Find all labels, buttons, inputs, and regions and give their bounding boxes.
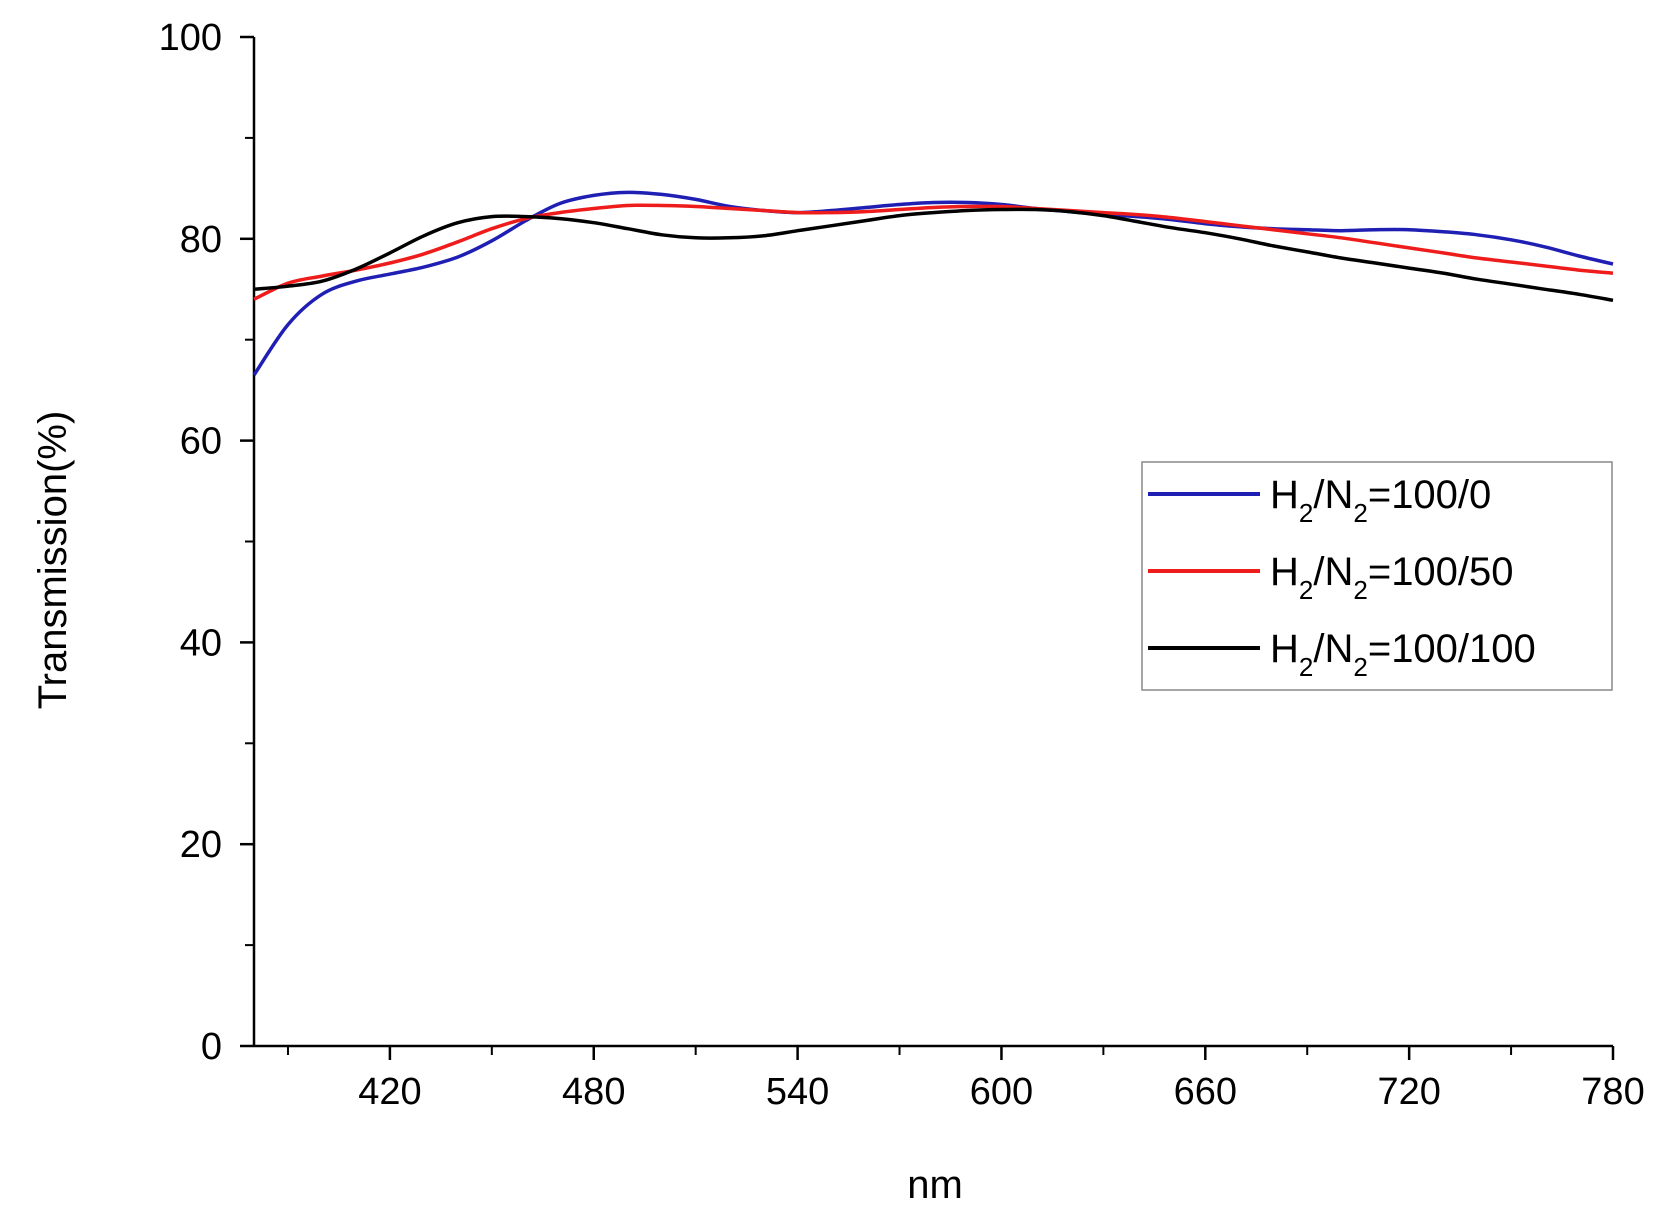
legend-box	[1141, 461, 1613, 691]
x-tick-label: 720	[1377, 1071, 1440, 1113]
y-tick-label: 20	[180, 824, 222, 866]
legend-label-3: H2/N2=100/100	[1270, 627, 1536, 682]
x-tick-label: 780	[1581, 1071, 1644, 1113]
x-tick-label: 660	[1174, 1071, 1237, 1113]
y-tick-label: 60	[180, 421, 222, 463]
x-tick-label: 480	[562, 1071, 625, 1113]
y-tick-label: 80	[180, 219, 222, 261]
x-tick-label: 600	[970, 1071, 1033, 1113]
series-line-3	[253, 207, 1614, 303]
x-tick-label: 540	[766, 1071, 829, 1113]
legend-label-2: H2/N2=100/50	[1270, 550, 1514, 605]
series-line-1	[252, 190, 1614, 376]
legend-label-1: H2/N2=100/0	[1270, 473, 1491, 528]
y-axis-title: Transmission(%)	[31, 411, 75, 710]
axes: 420 480 540 600 660 720 780 0 20 40 60 80 100	[159, 17, 1645, 1113]
x-tick-label: 420	[358, 1071, 421, 1113]
y-tick-label: 0	[201, 1026, 222, 1068]
legend: H2/N2=100/0 H2/N2=100/50 H2/N2=100/100	[1141, 461, 1613, 691]
x-axis-title: nm	[907, 1163, 963, 1207]
y-tick-label: 40	[180, 622, 222, 664]
y-tick-label: 100	[159, 17, 222, 59]
series-line-2	[253, 203, 1614, 301]
series-group	[252, 190, 1614, 376]
